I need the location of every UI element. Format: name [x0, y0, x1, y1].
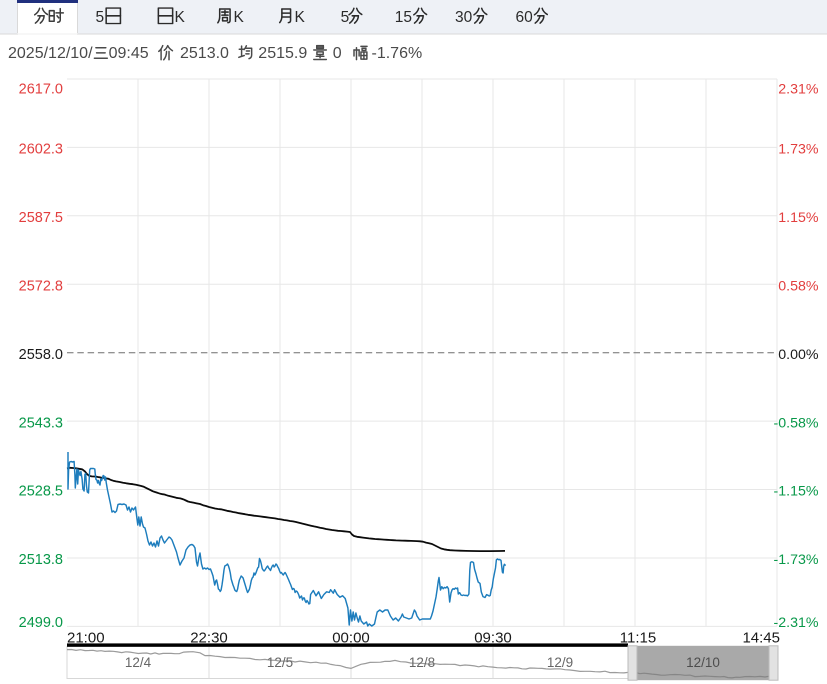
svg-text:2543.3: 2543.3	[19, 415, 63, 431]
svg-text:14:45: 14:45	[742, 629, 780, 646]
svg-text:-1.15%: -1.15%	[774, 484, 819, 500]
svg-text:12/10: 12/10	[686, 655, 720, 670]
svg-text:2602.3: 2602.3	[19, 142, 63, 158]
svg-text:60: 60	[516, 9, 534, 26]
svg-text:2572.8: 2572.8	[19, 279, 63, 295]
svg-text:K: K	[175, 9, 186, 26]
svg-text:15: 15	[395, 9, 412, 26]
svg-text:5: 5	[341, 9, 350, 26]
svg-text:-1.73%: -1.73%	[774, 552, 819, 568]
svg-text:2515.9: 2515.9	[258, 45, 307, 62]
svg-text:12/9: 12/9	[547, 655, 573, 670]
svg-text:1.15%: 1.15%	[778, 210, 819, 226]
svg-text:K: K	[295, 9, 306, 26]
svg-text:00:00: 00:00	[332, 629, 370, 646]
svg-text:2499.0: 2499.0	[19, 615, 63, 631]
svg-text:12/5: 12/5	[267, 655, 293, 670]
svg-text:-2.31%: -2.31%	[774, 615, 819, 631]
svg-text:0.58%: 0.58%	[778, 279, 819, 295]
svg-text:22:30: 22:30	[190, 629, 228, 646]
svg-text:1.73%: 1.73%	[778, 142, 819, 158]
svg-text:2558.0: 2558.0	[19, 347, 63, 363]
svg-text:0.00%: 0.00%	[778, 347, 819, 363]
svg-text:09:45: 09:45	[109, 45, 149, 62]
svg-text:11:15: 11:15	[620, 629, 656, 646]
svg-text:K: K	[234, 9, 245, 26]
svg-text:09:30: 09:30	[474, 629, 512, 646]
svg-text:-0.58%: -0.58%	[774, 415, 819, 431]
svg-text:-1.76%: -1.76%	[372, 45, 423, 62]
svg-text:2617.0: 2617.0	[19, 82, 63, 98]
svg-text:30: 30	[455, 9, 473, 26]
svg-text:2587.5: 2587.5	[19, 210, 63, 226]
svg-text:5: 5	[96, 9, 105, 26]
svg-text:2513.0: 2513.0	[180, 45, 229, 62]
svg-text:2528.5: 2528.5	[19, 484, 63, 500]
svg-text:21:00: 21:00	[67, 629, 105, 646]
svg-text:0: 0	[333, 45, 342, 62]
svg-text:12/4: 12/4	[125, 655, 152, 670]
svg-text:2025/12/10/: 2025/12/10/	[8, 45, 93, 62]
svg-text:2513.8: 2513.8	[19, 552, 63, 568]
svg-text:12/8: 12/8	[409, 655, 435, 670]
svg-text:2.31%: 2.31%	[778, 82, 819, 98]
